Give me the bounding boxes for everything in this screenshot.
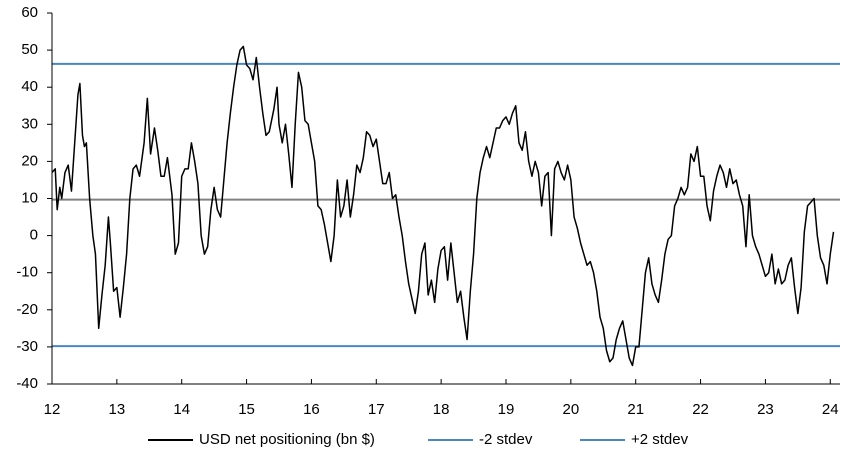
y-tick-label: -20	[16, 301, 38, 318]
x-tick-label: 13	[109, 401, 126, 418]
y-tick-label: 20	[21, 152, 38, 169]
x-tick-label: 12	[44, 401, 61, 418]
y-tick-label: 40	[21, 78, 38, 95]
legend-label: -2 stdev	[479, 431, 533, 448]
x-tick-label: 17	[368, 401, 385, 418]
x-tick-label: 18	[433, 401, 450, 418]
data-line	[51, 45, 835, 367]
legend-label: +2 stdev	[631, 431, 689, 448]
x-tick-label: 21	[627, 401, 644, 418]
legend-label: USD net positioning (bn $)	[199, 431, 375, 448]
y-tick-label: 0	[30, 227, 38, 244]
x-tick-label: 15	[238, 401, 255, 418]
x-tick-label: 22	[692, 401, 709, 418]
x-tick-label: 23	[757, 401, 774, 418]
y-tick-label: 30	[21, 115, 38, 132]
x-tick-label: 24	[822, 401, 839, 418]
y-tick-label: -30	[16, 338, 38, 355]
y-tick-label: 10	[21, 189, 38, 206]
y-tick-label: 60	[21, 4, 38, 21]
x-tick-label: 16	[303, 401, 320, 418]
y-tick-label: -40	[16, 375, 38, 392]
y-tick-label: -10	[16, 264, 38, 281]
x-tick-label: 20	[563, 401, 580, 418]
y-tick-label: 50	[21, 41, 38, 58]
x-tick-label: 14	[173, 401, 190, 418]
x-tick-label: 19	[498, 401, 515, 418]
